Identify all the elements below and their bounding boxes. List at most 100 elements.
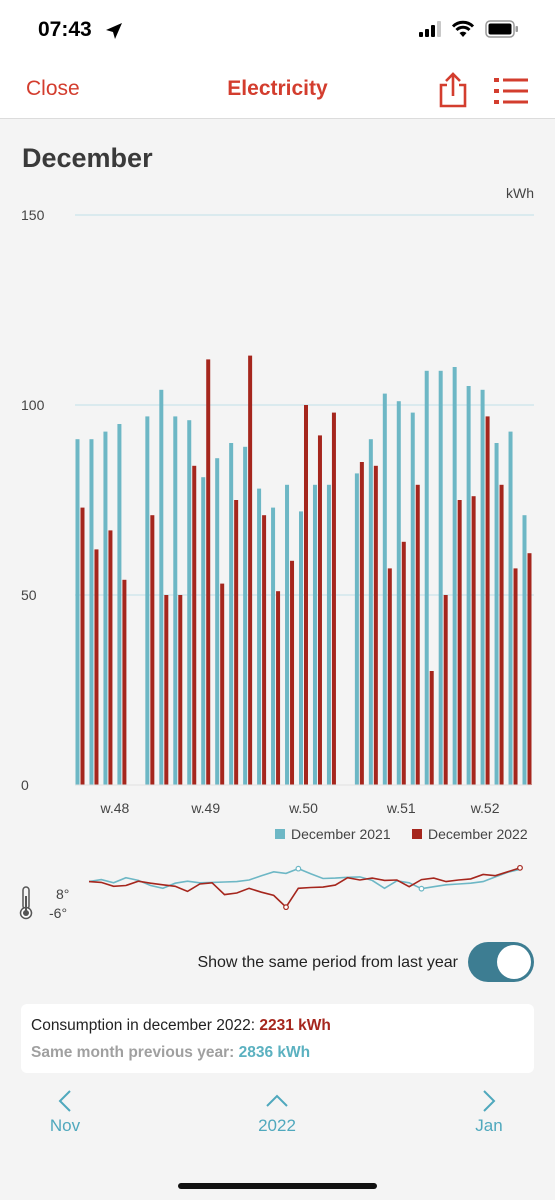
bar-2021 <box>494 443 499 785</box>
legend-swatch-2022 <box>412 829 422 839</box>
summary-current-value: 2231 kWh <box>259 1017 331 1034</box>
bar-2021 <box>75 439 80 785</box>
summary-current: Consumption in december 2022: 2231 kWh <box>31 1017 331 1035</box>
bar-2021 <box>243 446 248 785</box>
legend-swatch-2021 <box>275 829 285 839</box>
bar-2021 <box>368 439 373 785</box>
temperature-line-2022-marker <box>517 864 523 871</box>
bar-2022 <box>290 560 295 785</box>
month-title: December <box>22 143 153 173</box>
legend-label-2021: December 2021 <box>291 826 391 842</box>
bar-2022 <box>150 515 155 785</box>
bar-2022 <box>373 465 378 785</box>
temperature-line-2022 <box>88 867 521 909</box>
list-icon[interactable] <box>494 76 528 106</box>
bar-2021 <box>285 484 290 785</box>
bar-2022 <box>276 591 281 785</box>
bar-2022 <box>248 355 253 785</box>
status-bar: 07:43 <box>0 0 555 62</box>
y-tick-50: 50 <box>21 587 37 603</box>
bar-2021 <box>117 424 122 785</box>
bar-2022 <box>122 579 127 785</box>
bar-2021 <box>173 416 178 785</box>
bar-2022 <box>317 435 322 785</box>
bar-2021 <box>396 401 401 785</box>
chevron-up-icon <box>266 1094 288 1107</box>
bar-2021 <box>271 507 276 785</box>
summary-current-label: Consumption in december 2022: <box>31 1017 256 1034</box>
temperature-line-2022-marker <box>283 904 289 911</box>
location-arrow-icon <box>106 23 122 39</box>
bar-2021 <box>452 367 457 785</box>
y-tick-150: 150 <box>21 207 45 223</box>
x-tick-week: w.51 <box>386 800 416 816</box>
thermometer-icon <box>19 886 33 920</box>
bar-2021 <box>103 431 108 785</box>
compare-toggle-knob <box>497 945 531 979</box>
home-indicator <box>178 1183 377 1189</box>
bar-2022 <box>443 595 448 785</box>
bar-2021 <box>201 477 206 785</box>
bar-2022 <box>457 500 462 785</box>
bar-2022 <box>108 530 113 785</box>
prev-month-button[interactable]: Nov <box>44 1088 86 1136</box>
status-time: 07:43 <box>38 18 92 41</box>
bar-2021 <box>215 458 220 785</box>
compare-toggle[interactable] <box>468 942 534 982</box>
consumption-chart: kWh 0 50 100 150 w.48 w.49 w.50 w.51 w.52 <box>21 185 534 816</box>
bar-2021 <box>382 393 387 785</box>
next-month-button[interactable]: Jan <box>468 1088 510 1136</box>
page-title: Electricity <box>227 77 328 100</box>
wifi-icon <box>451 20 475 37</box>
x-tick-week: w.50 <box>288 800 318 816</box>
bar-2022 <box>485 416 490 785</box>
bar-2022 <box>262 515 267 785</box>
legend-item-2022: December 2022 <box>412 826 528 842</box>
bar-2022 <box>359 462 364 785</box>
bar-2021 <box>508 431 513 785</box>
summary-previous-label: Same month previous year: <box>31 1044 235 1061</box>
bar-2021 <box>466 386 471 785</box>
bar-2021 <box>159 389 164 785</box>
bar-2022 <box>304 405 308 785</box>
bar-2021 <box>480 389 485 785</box>
bar-2021 <box>229 443 234 785</box>
temperature-line-2021 <box>88 867 521 890</box>
bar-2022 <box>527 553 532 785</box>
chevron-left-icon <box>58 1090 71 1112</box>
bar-2021 <box>354 473 359 785</box>
bar-2022 <box>234 500 239 785</box>
y-tick-100: 100 <box>21 397 45 413</box>
bar-2021 <box>145 416 150 785</box>
chevron-right-icon <box>483 1090 496 1112</box>
bar-2021 <box>257 488 262 785</box>
nav-bar: Close Electricity <box>0 62 555 119</box>
x-tick-week: w.49 <box>190 800 220 816</box>
bar-2022 <box>401 541 406 785</box>
share-icon[interactable] <box>436 72 470 108</box>
compare-toggle-row: Show the same period from last year <box>0 940 555 984</box>
bar-2021 <box>312 484 317 785</box>
year-label: 2022 <box>258 1116 296 1135</box>
consumption-summary: Consumption in december 2022: 2231 kWh S… <box>21 1004 534 1073</box>
y-tick-0: 0 <box>21 777 29 793</box>
bar-2022 <box>192 465 197 785</box>
bar-2022 <box>206 359 211 785</box>
temperature-chart <box>88 864 523 911</box>
bar-2022 <box>94 549 99 785</box>
year-button[interactable]: 2022 <box>248 1088 306 1136</box>
bar-2022 <box>513 568 518 785</box>
temperature-high-label: 8° <box>56 886 70 902</box>
battery-icon <box>485 20 518 38</box>
next-month-label: Jan <box>475 1116 503 1135</box>
bar-2022 <box>415 484 420 785</box>
legend-item-2021: December 2021 <box>275 826 391 842</box>
bar-2022 <box>471 496 476 785</box>
bar-2022 <box>164 595 169 785</box>
chart-legend: December 2021 December 2022 <box>0 826 555 846</box>
prev-month-label: Nov <box>49 1116 81 1135</box>
bar-2021 <box>424 370 429 785</box>
close-button[interactable]: Close <box>26 77 80 100</box>
legend-label-2022: December 2022 <box>428 826 528 842</box>
bar-2022 <box>429 671 434 785</box>
